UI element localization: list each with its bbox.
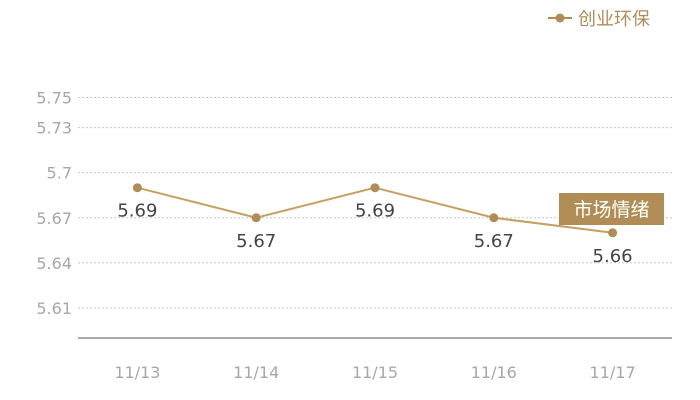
y-tick-label: 5.61 <box>36 299 72 318</box>
x-tick-label: 11/13 <box>114 363 160 382</box>
y-axis-ticks: 5.75 5.73 5.7 5.67 5.64 5.61 <box>36 89 72 318</box>
y-tick-label: 5.64 <box>36 254 72 273</box>
data-point[interactable] <box>489 213 499 223</box>
data-label: 5.69 <box>117 201 157 222</box>
data-point[interactable] <box>608 228 618 238</box>
y-tick-label: 5.7 <box>47 164 72 183</box>
data-label: 5.69 <box>355 201 395 222</box>
data-point[interactable] <box>132 183 142 193</box>
x-tick-label: 11/15 <box>352 363 398 382</box>
y-tick-label: 5.75 <box>36 89 72 108</box>
data-label: 5.66 <box>593 246 633 267</box>
legend[interactable]: 创业环保 <box>548 9 650 30</box>
legend-label: 创业环保 <box>578 9 650 30</box>
data-point[interactable] <box>370 183 380 193</box>
data-label: 5.67 <box>236 231 276 252</box>
data-points <box>132 183 618 238</box>
x-axis-ticks: 11/13 11/14 11/15 11/16 11/17 <box>114 363 635 382</box>
data-labels: 5.69 5.67 5.69 5.67 5.66 <box>117 201 632 267</box>
x-tick-label: 11/16 <box>471 363 517 382</box>
data-label: 5.67 <box>474 231 514 252</box>
grid-lines <box>78 97 672 309</box>
y-tick-label: 5.73 <box>36 119 72 138</box>
sentiment-badge-label: 市场情绪 <box>573 199 649 221</box>
sentiment-badge: 市场情绪 <box>559 193 664 225</box>
y-tick-label: 5.67 <box>36 209 72 228</box>
sentiment-badge-bg <box>559 193 664 225</box>
legend-marker-icon <box>555 13 565 23</box>
x-tick-label: 11/17 <box>590 363 636 382</box>
x-tick-label: 11/14 <box>233 363 279 382</box>
data-point[interactable] <box>251 213 261 223</box>
